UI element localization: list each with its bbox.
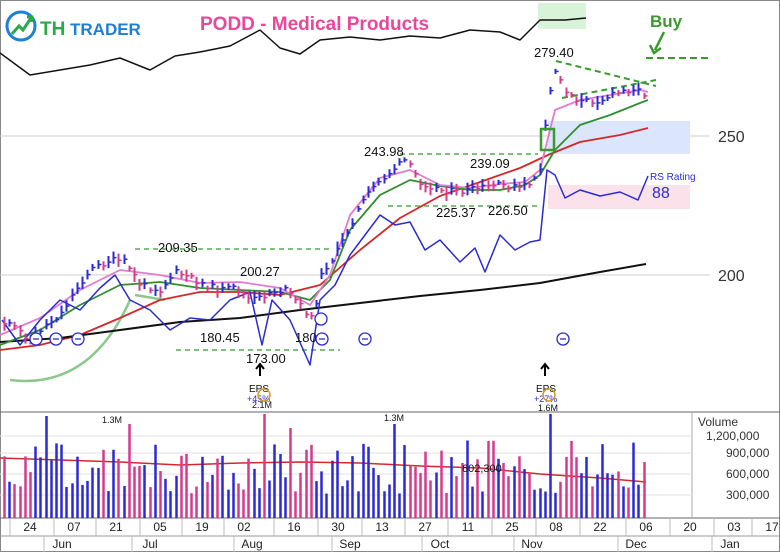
x-tick-day: 16 bbox=[287, 520, 301, 534]
buy-label: Buy bbox=[650, 12, 683, 31]
plus-circle-icon bbox=[314, 312, 328, 326]
logo-arrowhead-icon bbox=[27, 15, 34, 22]
volume-peak-label: 1.3M bbox=[102, 415, 122, 425]
x-tick-day: 25 bbox=[505, 520, 519, 534]
rs-zone bbox=[548, 185, 690, 209]
x-tick-month: Sep bbox=[339, 537, 361, 551]
volume-title: Volume bbox=[698, 415, 738, 429]
sma-200-line bbox=[0, 263, 647, 343]
eps-change: +27% bbox=[534, 394, 557, 404]
trendline-upper bbox=[555, 60, 657, 87]
price-label: 200.27 bbox=[240, 264, 280, 279]
price-label: 209.35 bbox=[158, 240, 198, 255]
y-tick-label: 200 bbox=[718, 268, 745, 285]
buy-arrow-icon bbox=[653, 31, 666, 51]
x-tick-day: 20 bbox=[683, 520, 697, 534]
breakout-box bbox=[539, 127, 556, 152]
volume-tick: 1,200,000 bbox=[706, 429, 760, 443]
rs-rating-label: RS Rating bbox=[650, 172, 696, 183]
logo-arrow-icon bbox=[10, 17, 33, 35]
eps-volume: 2.1M bbox=[252, 400, 272, 410]
volume-avg-label: 602,300 bbox=[462, 463, 502, 475]
logo: TH TRADER bbox=[4, 6, 144, 46]
price-label: 180.45 bbox=[200, 330, 240, 345]
x-tick-month: Jan bbox=[720, 537, 739, 551]
trendline-lower bbox=[561, 79, 657, 99]
price-label: 173.00 bbox=[246, 351, 286, 366]
logo-text: TRADER bbox=[70, 20, 141, 39]
x-tick-day: 22 bbox=[593, 520, 607, 534]
rs-rating-value: 88 bbox=[652, 185, 670, 202]
x-tick-day: 21 bbox=[109, 520, 123, 534]
volume-tick: 900,000 bbox=[726, 446, 770, 460]
volume-average-line bbox=[0, 457, 647, 483]
price-target-zone bbox=[548, 121, 690, 154]
x-tick-day: 05 bbox=[153, 520, 167, 534]
logo-ring bbox=[5, 10, 37, 42]
x-tick-month: Jul bbox=[142, 537, 157, 551]
buy-arrowhead-icon bbox=[648, 44, 662, 55]
rs-line bbox=[1, 169, 649, 366]
x-tick-day: 17 bbox=[765, 520, 779, 534]
eps-label: EPS bbox=[249, 384, 269, 395]
eps-circle-icon bbox=[257, 388, 271, 402]
cup-curve bbox=[9, 299, 132, 383]
chart-title: PODD - Medical Products bbox=[200, 14, 430, 35]
y-tick-label: 250 bbox=[718, 129, 745, 146]
eps-circle-icon bbox=[542, 388, 556, 402]
price-label: 243.98 bbox=[364, 144, 404, 159]
sma-10-line bbox=[0, 89, 649, 336]
x-tick-month: Dec bbox=[625, 537, 646, 551]
x-tick-day: 27 bbox=[418, 520, 432, 534]
x-tick-day: 13 bbox=[375, 520, 389, 534]
x-tick-month: Nov bbox=[521, 537, 542, 551]
price-label: 239.09 bbox=[470, 156, 510, 171]
volume-tick: 300,000 bbox=[726, 488, 770, 502]
x-tick-day: 07 bbox=[67, 520, 81, 534]
x-tick-day: 08 bbox=[549, 520, 563, 534]
x-tick-month: Oct bbox=[431, 537, 450, 551]
x-tick-day: 24 bbox=[23, 520, 37, 534]
volume-peak-label: 1.3M bbox=[384, 413, 404, 423]
price-label: 279.40 bbox=[534, 45, 574, 60]
eps-volume: 1.6M bbox=[538, 403, 558, 413]
x-tick-month: Aug bbox=[241, 537, 262, 551]
x-tick-day: 30 bbox=[331, 520, 345, 534]
logo-graphic: TH TRADER bbox=[5, 10, 141, 42]
price-label: 225.37 bbox=[436, 205, 476, 220]
price-label: 180 bbox=[295, 330, 317, 345]
eps-arrow-icon bbox=[255, 362, 265, 376]
rs-line-top bbox=[0, 17, 587, 76]
logo-mark: TH bbox=[40, 19, 65, 40]
x-tick-day: 11 bbox=[462, 520, 475, 534]
eps-arrow-icon bbox=[540, 362, 550, 376]
x-tick-day: 19 bbox=[195, 520, 209, 534]
volume-tick: 600,000 bbox=[726, 467, 770, 481]
price-label: 226.50 bbox=[488, 203, 528, 218]
x-tick-month: Jun bbox=[52, 537, 71, 551]
x-tick-day: 02 bbox=[237, 520, 251, 534]
rs-top-zone bbox=[538, 3, 586, 29]
x-tick-day: 06 bbox=[639, 520, 653, 534]
x-tick-day: 03 bbox=[727, 520, 741, 534]
